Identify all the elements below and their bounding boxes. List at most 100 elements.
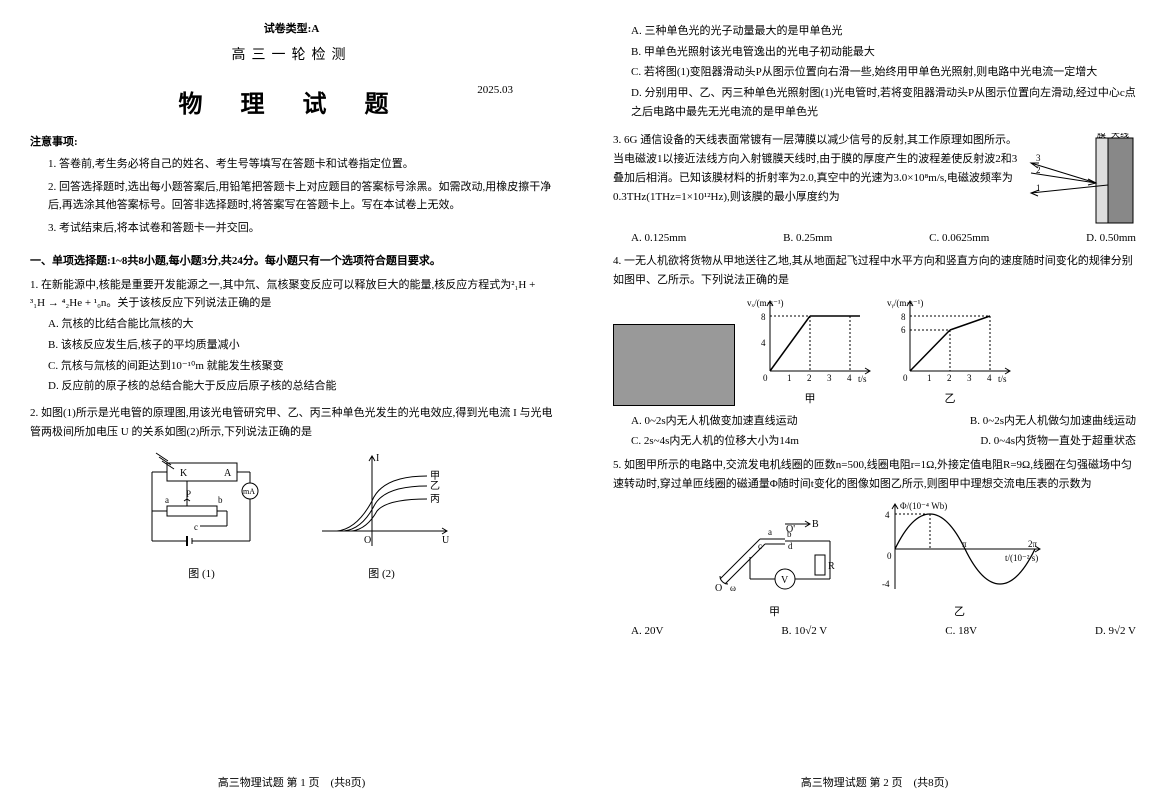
q4-chart1-cap: 甲 <box>745 390 875 406</box>
svg-text:4: 4 <box>847 373 852 383</box>
paper-type: 试卷类型:A <box>30 20 553 36</box>
svg-text:d: d <box>788 541 793 551</box>
svg-text:Φ/(10⁻⁴ Wb): Φ/(10⁻⁴ Wb) <box>900 501 947 511</box>
section-1-header: 一、单项选择题:1~8共8小题,每小题3分,共24分。每小题只有一个选项符合题目… <box>30 252 553 268</box>
q2-opt-c: C. 若将图(1)变阻器滑动头P从图示位置向右滑一些,始终用甲单色光照射,则电路… <box>631 63 1136 82</box>
svg-text:8: 8 <box>761 312 766 322</box>
notice-3: 3. 考试结束后,将本试卷和答题卡一并交回。 <box>48 219 553 238</box>
q4-opts-row1: A. 0~2s内无人机做变加速直线运动 B. 0~2s内无人机做匀加速曲线运动 <box>631 412 1136 428</box>
svg-text:2: 2 <box>1036 165 1041 175</box>
q2-opt-d: D. 分别用甲、乙、丙三种单色光照射图(1)光电管时,若将变阻器滑动头P从图示位… <box>631 84 1136 121</box>
q4-chart2-cap: 乙 <box>885 390 1015 406</box>
svg-text:3: 3 <box>827 373 832 383</box>
q2-stem: 2. 如图(1)所示是光电管的原理图,用该光电管研究甲、乙、丙三种单色光发生的光… <box>30 404 553 441</box>
svg-text:a: a <box>768 527 772 537</box>
svg-text:1: 1 <box>927 373 932 383</box>
svg-text:R: R <box>828 561 835 572</box>
q2-figures: K A mA a P b <box>30 451 553 581</box>
subject-title: 物 理 试 题 2025.03 <box>30 84 553 119</box>
svg-text:4: 4 <box>987 373 992 383</box>
svg-text:4: 4 <box>885 510 890 520</box>
q2-fig2-caption: 图 (2) <box>312 565 452 581</box>
q4-opt-c: C. 2s~4s内无人机的位移大小为14m <box>631 432 799 448</box>
q5-opt-a: A. 20V <box>631 625 663 637</box>
q3-opt-d: D. 0.50mm <box>1086 232 1136 244</box>
q3-opt-a: A. 0.125mm <box>631 232 686 244</box>
q5-opt-b: B. 10√2 V <box>781 625 827 637</box>
q5-opt-c: C. 18V <box>945 625 977 637</box>
q2-fig2: I U O 甲 乙 丙 图 (2) <box>312 451 452 581</box>
svg-text:0: 0 <box>763 373 768 383</box>
svg-text:vᵧ/(m·s⁻¹): vᵧ/(m·s⁻¹) <box>887 298 923 309</box>
svg-text:-4: -4 <box>882 579 890 589</box>
q5-fig1: O ω a O' B c d b V R <box>700 499 850 619</box>
q3-opt-b: B. 0.25mm <box>783 232 832 244</box>
q4-chart2: vᵧ/(m·s⁻¹) t/s 0 8 6 1 2 3 4 乙 <box>885 296 1015 406</box>
svg-text:A: A <box>224 468 232 479</box>
exam-date: 2025.03 <box>477 84 513 96</box>
svg-text:丙: 丙 <box>430 494 440 505</box>
q2-opt-a: A. 三种单色光的光子动量最大的是甲单色光 <box>631 22 1136 41</box>
q4-chart1-svg: vₓ/(m·s⁻¹) t/s 0 8 4 1 2 3 4 <box>745 296 875 386</box>
svg-text:2: 2 <box>807 373 812 383</box>
svg-text:O: O <box>715 583 722 594</box>
svg-text:c: c <box>758 541 762 551</box>
q4-chart1: vₓ/(m·s⁻¹) t/s 0 8 4 1 2 3 4 甲 <box>745 296 875 406</box>
q1-stem: 1. 在新能源中,核能是重要开发能源之一,其中氘、氚核聚变反应可以释放巨大的能量… <box>30 276 553 313</box>
svg-text:ω: ω <box>730 583 736 593</box>
svg-text:乙: 乙 <box>430 480 440 492</box>
page-1: 试卷类型:A 高三一轮检测 物 理 试 题 2025.03 注意事项: 1. 答… <box>0 0 583 800</box>
svg-text:膜: 膜 <box>1097 133 1106 139</box>
q5-fig2-cap: 乙 <box>870 603 1050 619</box>
q2-iv-svg: I U O 甲 乙 丙 <box>312 451 452 561</box>
q4-drone-img <box>613 324 735 406</box>
q5-fig2: Φ/(10⁻⁴ Wb) t/(10⁻² s) 4 -4 0 π 2π 乙 <box>870 499 1050 619</box>
svg-text:b: b <box>787 529 792 539</box>
q1-opt-a: A. 氘核的比结合能比氚核的大 <box>48 315 553 334</box>
q5-opts: A. 20V B. 10√2 V C. 18V D. 9√2 V <box>631 625 1136 637</box>
page-2: A. 三种单色光的光子动量最大的是甲单色光 B. 甲单色光照射该光电管逸出的光电… <box>583 0 1166 800</box>
svg-text:t/s: t/s <box>858 374 867 384</box>
q1-opt-d: D. 反应前的原子核的总结合能大于反应后原子核的总结合能 <box>48 377 553 396</box>
svg-text:I: I <box>376 453 379 464</box>
q2-circuit-svg: K A mA a P b <box>132 451 272 561</box>
q5-sine-svg: Φ/(10⁻⁴ Wb) t/(10⁻² s) 4 -4 0 π 2π <box>870 499 1050 599</box>
q3-opts: A. 0.125mm B. 0.25mm C. 0.0625mm D. 0.50… <box>631 232 1136 244</box>
svg-text:B: B <box>812 519 819 530</box>
q4-figures: vₓ/(m·s⁻¹) t/s 0 8 4 1 2 3 4 甲 <box>613 296 1136 406</box>
svg-text:t/s: t/s <box>998 374 1007 384</box>
q4-opts-row2: C. 2s~4s内无人机的位移大小为14m D. 0~4s内货物一直处于超重状态 <box>631 432 1136 448</box>
svg-text:天线: 天线 <box>1111 133 1129 139</box>
svg-text:2: 2 <box>947 373 952 383</box>
footer-1: 高三物理试题 第 1 页 (共8页) <box>0 774 583 790</box>
q5-fig1-cap: 甲 <box>700 603 850 619</box>
q5-opt-d: D. 9√2 V <box>1095 625 1136 637</box>
q3-block: 3. 6G 通信设备的天线表面常镀有一层薄膜以减少信号的反射,其工作原理如图所示… <box>613 123 1136 228</box>
q4-opt-b: B. 0~2s内无人机做匀加速曲线运动 <box>970 412 1136 428</box>
subject-text: 物 理 试 题 <box>179 92 405 118</box>
svg-text:π: π <box>962 539 967 549</box>
svg-text:1: 1 <box>1036 183 1041 193</box>
svg-text:1: 1 <box>787 373 792 383</box>
svg-text:0: 0 <box>887 551 892 561</box>
svg-text:4: 4 <box>761 338 766 348</box>
svg-text:3: 3 <box>1036 153 1041 163</box>
q5-circuit-svg: O ω a O' B c d b V R <box>700 499 850 599</box>
svg-text:2π: 2π <box>1028 539 1038 549</box>
svg-text:t/(10⁻² s): t/(10⁻² s) <box>1005 553 1038 563</box>
notice-2: 2. 回答选择题时,选出每小题答案后,用铅笔把答题卡上对应题目的答案标号涂黑。如… <box>48 178 553 215</box>
svg-text:K: K <box>180 468 188 479</box>
svg-text:3: 3 <box>967 373 972 383</box>
exam-title: 高三一轮检测 <box>30 44 553 64</box>
q3-stem: 3. 6G 通信设备的天线表面常镀有一层薄膜以减少信号的反射,其工作原理如图所示… <box>613 131 1026 206</box>
q5-stem: 5. 如图甲所示的电路中,交流发电机线圈的匝数n=500,线圈电阻r=1Ω,外接… <box>613 456 1136 493</box>
footer-2: 高三物理试题 第 2 页 (共8页) <box>583 774 1166 790</box>
svg-text:8: 8 <box>901 312 906 322</box>
svg-text:V: V <box>781 575 789 586</box>
svg-text:b: b <box>218 495 223 505</box>
q2-opt-b: B. 甲单色光照射该光电管逸出的光电子初动能最大 <box>631 43 1136 62</box>
q1-opt-b: B. 该核反应发生后,核子的平均质量减小 <box>48 336 553 355</box>
q4-chart2-svg: vᵧ/(m·s⁻¹) t/s 0 8 6 1 2 3 4 <box>885 296 1015 386</box>
q2-fig1: K A mA a P b <box>132 451 272 581</box>
svg-text:c: c <box>194 522 198 532</box>
